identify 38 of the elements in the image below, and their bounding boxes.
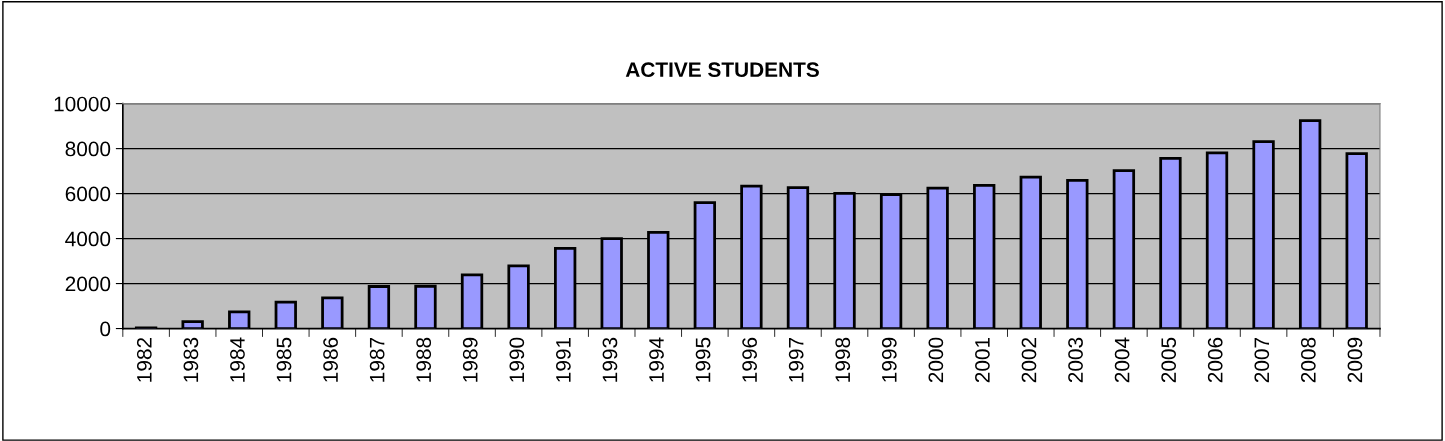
x-tick-label: 1984 <box>230 337 245 382</box>
bar <box>228 310 251 329</box>
x-tick-label: 1999 <box>881 337 897 382</box>
y-tick-label: 4000 <box>65 231 111 247</box>
x-tick-label: 1993 <box>602 337 618 382</box>
bar <box>274 300 297 329</box>
x-tick-label: 1995 <box>695 337 711 382</box>
x-tick-label: 1998 <box>835 337 851 382</box>
x-tick-label: 1985 <box>276 337 292 382</box>
bar <box>321 296 344 329</box>
x-tick-label: 2002 <box>1021 337 1037 383</box>
x-tick-label: 2001 <box>975 337 990 383</box>
y-tick-label: 2000 <box>65 276 111 292</box>
bar <box>181 320 204 329</box>
x-tick-label: 1997 <box>788 337 804 382</box>
x-tick-label: 2003 <box>1068 337 1083 383</box>
y-tick-label: 0 <box>100 321 111 337</box>
x-tick-label: 2005 <box>1161 337 1177 383</box>
x-tick-label: 2004 <box>1114 337 1130 383</box>
x-tick-label: 1994 <box>649 337 664 382</box>
x-tick-label: 1990 <box>509 337 525 382</box>
y-tick-label: 6000 <box>65 186 111 202</box>
x-tick-label: 1983 <box>183 337 199 382</box>
x-tick-label: 2007 <box>1254 337 1270 383</box>
chart-title: ACTIVE STUDENTS <box>625 62 819 78</box>
y-tick-label: 8000 <box>65 141 111 157</box>
x-tick-label: 2000 <box>928 337 944 383</box>
x-tick-label: 1991 <box>556 337 571 382</box>
x-tick-label: 1986 <box>323 337 338 382</box>
x-tick-label: 1988 <box>416 337 432 382</box>
x-tick-label: 1987 <box>369 337 385 382</box>
x-tick-label: 1989 <box>462 337 478 382</box>
x-tick-label: 1996 <box>742 337 757 382</box>
x-tick-label: 2009 <box>1347 337 1363 383</box>
x-tick-label: 2006 <box>1207 337 1223 383</box>
x-tick-label: 2008 <box>1300 337 1316 383</box>
y-tick-label: 10000 <box>54 96 111 112</box>
x-tick-label: 1982 <box>136 337 152 382</box>
